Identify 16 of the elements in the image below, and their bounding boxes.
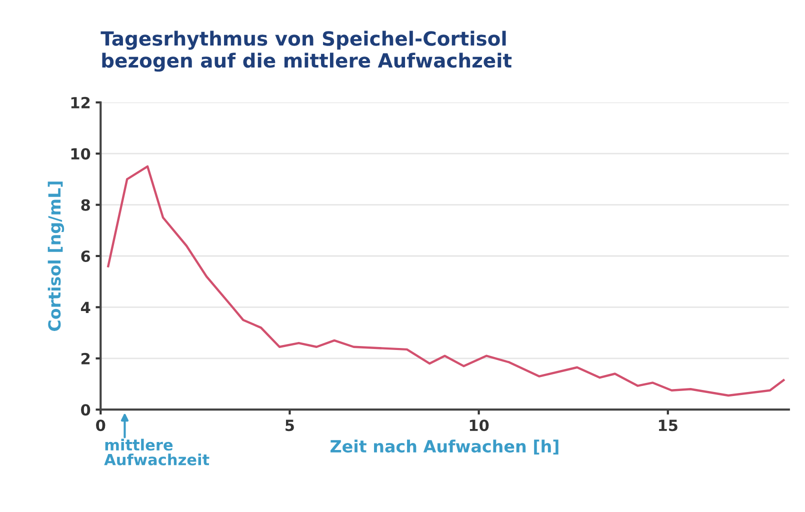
y-tick-label: 0: [81, 404, 90, 416]
x-tick-label: 15: [658, 420, 678, 432]
x-tick-label: 5: [286, 420, 294, 432]
x-tick-label: 10: [470, 420, 489, 432]
x-axis-title: Zeit nach Aufwachen [h]: [330, 440, 558, 455]
y-tick-label: 8: [81, 199, 90, 211]
line-series: [107, 165, 785, 397]
x-tick-label: 0: [96, 420, 106, 432]
chart-title: Tagesrhythmus von Speichel-Cortisol bezogen auf die mittlere Aufwachzeit: [100, 30, 512, 72]
y-tick-label: 6: [81, 250, 90, 262]
y-tick-label: 12: [71, 96, 90, 108]
y-axis-title: Cortisol [ng/mL]: [48, 182, 64, 331]
y-tick-label: 4: [80, 302, 90, 314]
text: mittlere Aufwachzeit: [104, 438, 210, 466]
y-tick-label: 10: [71, 148, 90, 160]
y-tick-label: 2: [81, 352, 90, 364]
